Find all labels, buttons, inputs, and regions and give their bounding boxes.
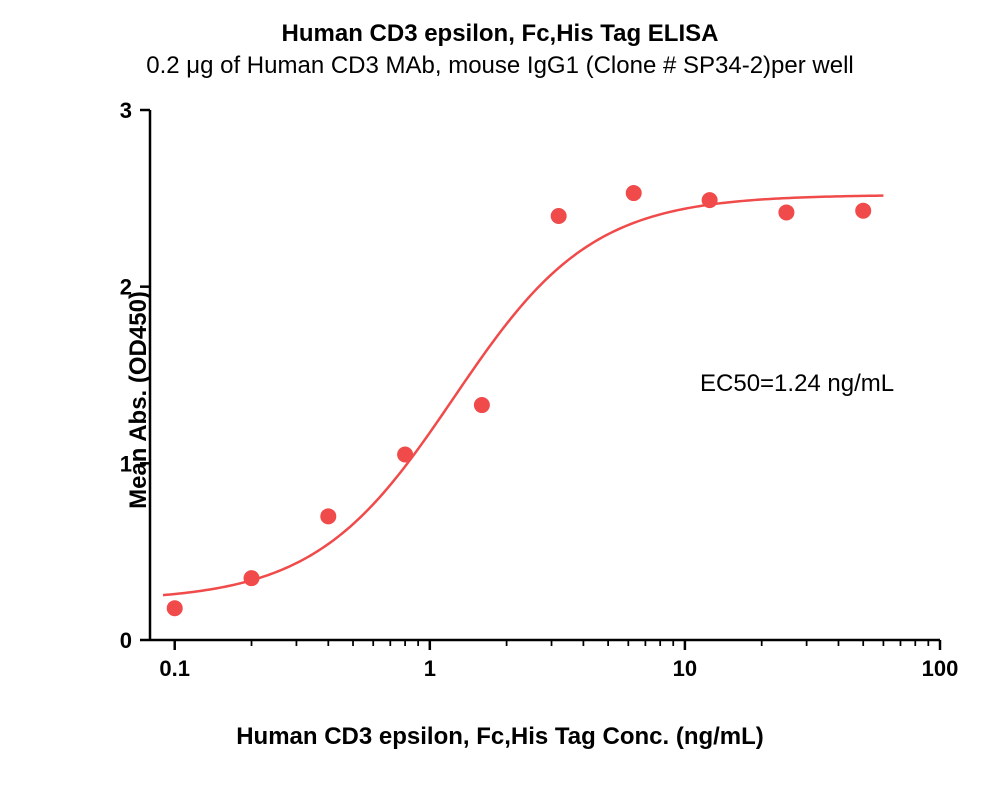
svg-text:3: 3 xyxy=(120,98,132,123)
svg-text:0.1: 0.1 xyxy=(159,656,190,681)
chart-container: Human CD3 epsilon, Fc,His Tag ELISA 0.2 … xyxy=(0,0,1000,791)
svg-text:1: 1 xyxy=(424,656,436,681)
svg-text:10: 10 xyxy=(673,656,697,681)
svg-text:2: 2 xyxy=(120,275,132,300)
svg-text:0: 0 xyxy=(120,628,132,653)
plot-svg: 0 1 2 3 0.1 1 10 100 xyxy=(0,0,1000,791)
svg-text:100: 100 xyxy=(922,656,959,681)
svg-text:1: 1 xyxy=(120,451,132,476)
